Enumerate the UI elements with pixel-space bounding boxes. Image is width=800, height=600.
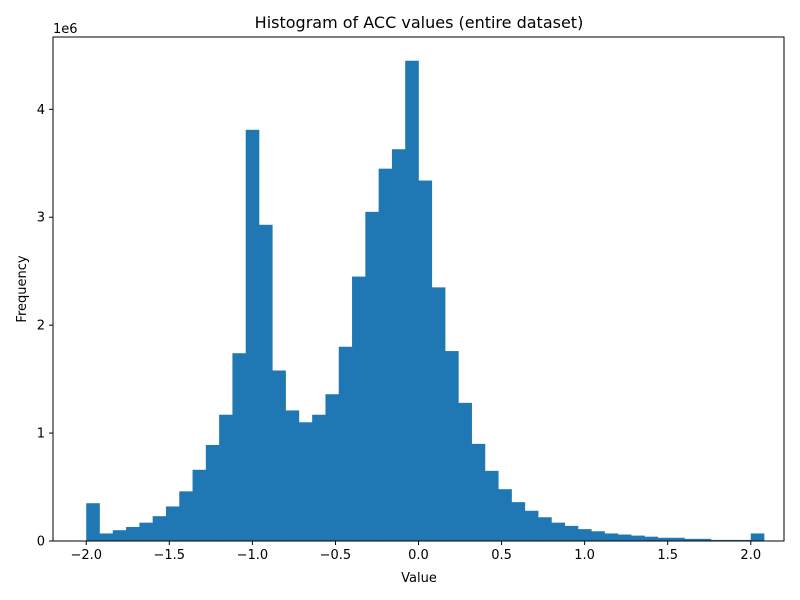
histogram-bars (86, 60, 765, 542)
histogram-bar (259, 224, 273, 541)
histogram-bar (524, 510, 539, 541)
histogram-bar (152, 516, 167, 541)
plot-area-frame (52, 36, 785, 542)
histogram-bar (285, 410, 300, 541)
histogram-bar (750, 533, 765, 541)
histogram-bar (577, 529, 592, 541)
histogram-bar (657, 537, 672, 541)
histogram-bar (484, 470, 499, 541)
histogram-bar (631, 535, 645, 541)
histogram-bar (405, 60, 419, 541)
histogram-bar (245, 129, 260, 541)
histogram-bar (192, 469, 207, 541)
x-tick-label: −0.5 (320, 548, 352, 563)
histogram-bar (99, 533, 114, 541)
y-tick-label: 2 (37, 319, 45, 334)
histogram-bar (126, 526, 140, 541)
histogram-bar (591, 531, 605, 541)
histogram-bar (551, 522, 565, 541)
y-axis-ticks: 0 1 2 3 4 (37, 103, 53, 550)
histogram-bar (724, 539, 738, 541)
chart-title: Histogram of ACC values (entire dataset) (255, 13, 584, 32)
histogram-bar (458, 402, 472, 541)
histogram-bar (564, 525, 579, 541)
x-axis-label: Value (401, 571, 437, 586)
histogram-bar (298, 422, 313, 541)
x-tick-label: 1.5 (657, 548, 678, 563)
y-tick-label: 0 (37, 535, 45, 550)
histogram-bar (604, 533, 619, 541)
histogram-bar (418, 180, 433, 541)
histogram-bar (445, 351, 459, 541)
histogram-bar (617, 534, 632, 541)
x-tick-label: −2.0 (70, 548, 102, 563)
histogram-bar (644, 536, 659, 541)
x-tick-label: 0.0 (408, 548, 429, 563)
histogram-bar (710, 539, 725, 541)
y-axis-label: Frequency (15, 255, 30, 322)
histogram-bar (498, 489, 512, 541)
histogram-bar (272, 370, 286, 541)
x-axis-ticks: −2.0 −1.5 −1.0 −0.5 0.0 0.5 1.0 1.5 2.0 (70, 541, 761, 563)
histogram-bar (205, 444, 220, 541)
histogram-bar (538, 517, 552, 541)
y-tick-label: 3 (37, 211, 45, 226)
histogram-bar (112, 530, 127, 541)
histogram-bar (671, 537, 685, 541)
x-tick-label: 1.0 (574, 548, 595, 563)
histogram-bar (338, 346, 353, 541)
x-tick-label: −1.0 (237, 548, 269, 563)
histogram-bar (365, 211, 379, 541)
y-tick-label: 1 (37, 427, 45, 442)
histogram-bar (312, 414, 326, 541)
x-tick-label: −1.5 (154, 548, 186, 563)
histogram-bar (471, 443, 486, 541)
histogram-bar (325, 394, 340, 541)
x-tick-label: 2.0 (740, 548, 761, 563)
histogram-bar (219, 414, 233, 541)
y-axis-offset-label: 1e6 (53, 22, 78, 37)
histogram-bar (179, 491, 193, 541)
y-tick-label: 4 (37, 103, 45, 118)
histogram-bar (86, 503, 100, 541)
histogram-bar (737, 539, 752, 541)
histogram-bar (139, 522, 153, 541)
histogram-bar (165, 506, 180, 541)
histogram-bar (684, 538, 698, 541)
histogram-bar (431, 287, 446, 541)
histogram-bar (697, 538, 712, 541)
histogram-bar (378, 168, 393, 541)
histogram-bar (232, 353, 247, 541)
histogram-bar (511, 502, 526, 541)
histogram-bar (391, 149, 406, 542)
x-tick-label: 0.5 (491, 548, 512, 563)
histogram-bar (352, 276, 366, 541)
